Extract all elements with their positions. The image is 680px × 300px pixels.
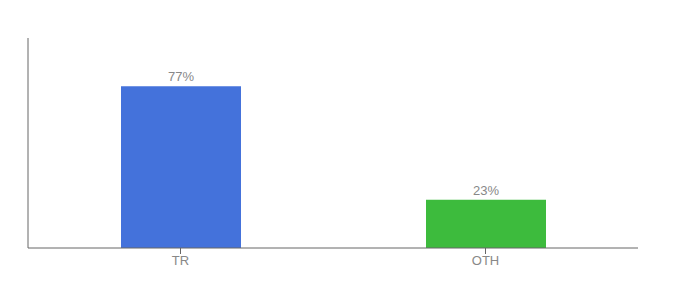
svg-text:77%: 77% [168, 69, 194, 84]
svg-text:23%: 23% [473, 183, 499, 198]
svg-text:OTH: OTH [472, 253, 499, 268]
svg-text:TR: TR [172, 253, 189, 268]
